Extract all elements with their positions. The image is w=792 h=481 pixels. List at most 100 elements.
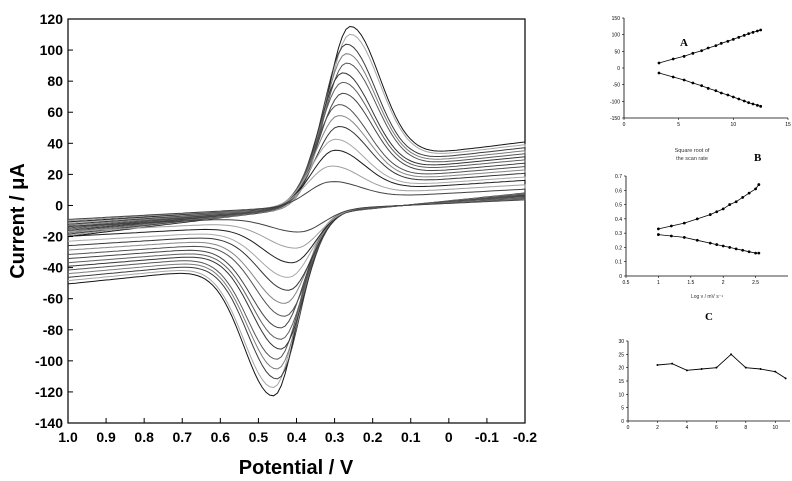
cv-curve (67, 33, 526, 389)
main-y-tick-label: -60 (43, 291, 63, 307)
panel-a-point (751, 30, 755, 34)
main-x-tick-label: 0.8 (134, 429, 154, 445)
panel-a-point (700, 84, 704, 88)
inset-x-tick-label: 5 (677, 122, 680, 128)
main-x-axis-label: Potential / V (239, 457, 354, 479)
inset-x-tick-label: 10 (772, 425, 778, 431)
main-x-tick-label: 1.0 (58, 429, 78, 445)
main-y-tick-label: -20 (43, 229, 63, 245)
main-y-tick-label: -140 (35, 415, 63, 431)
panel-c-point (700, 368, 703, 370)
panel-b-point (708, 213, 712, 216)
panel-a-point (691, 81, 695, 85)
panel-b-point (747, 191, 751, 195)
main-y-tick-label: -80 (43, 322, 63, 338)
panel-a-point (719, 91, 723, 95)
inset-y-tick-label: 15 (618, 379, 624, 385)
panel-b: B 0.70.60.50.40.30.20.100.5 1 1.5 2 2.5 Log … (615, 152, 788, 300)
panel-a-point (706, 46, 710, 50)
panel-b-point (728, 246, 732, 249)
panel-b-ticks: 0.70.60.50.40.30.20.100.5 1 1.5 2 2.5 (615, 174, 759, 286)
panel-b-point (741, 248, 745, 252)
panel-c-line (656, 353, 787, 380)
main-x-tick-label: 0 (445, 429, 453, 445)
inset-y-tick-label: 0.7 (615, 174, 622, 180)
panel-b-point (695, 217, 699, 221)
panel-b-series-line (658, 184, 760, 230)
panel-a-point (747, 32, 751, 36)
panel-a-point (714, 44, 718, 48)
inset-y-tick-label: 30 (618, 339, 624, 345)
inset-y-tick-label: 100 (612, 33, 621, 39)
panel-b-point (754, 187, 757, 191)
main-y-tick-label: -40 (43, 260, 63, 276)
inset-y-tick-label: 0.2 (615, 245, 622, 251)
inset-y-tick-label: 0 (621, 419, 624, 425)
panel-c-point (656, 364, 659, 366)
panel-b-point (682, 236, 686, 239)
panel-b-point (747, 250, 751, 254)
panel-b-point (721, 244, 725, 248)
cv-curve (67, 181, 526, 233)
panel-a-point (742, 33, 746, 37)
inset-x-tick-label: 2.5 (752, 280, 759, 286)
panel-b-point (721, 207, 725, 211)
main-y-tick-label: 100 (40, 42, 64, 58)
inset-y-tick-label: 5 (621, 406, 624, 412)
cv-curve (67, 104, 526, 317)
inset-x-tick-label: 15 (785, 122, 791, 128)
panel-a-point (731, 95, 735, 99)
panel-b-point (657, 233, 660, 236)
panel-c-point (774, 370, 777, 373)
panel-b-point (715, 210, 719, 214)
panel-b-points (657, 183, 761, 255)
panel-a-point (751, 102, 755, 106)
main-y-tick-label: 40 (47, 135, 63, 151)
panel-b-point (757, 183, 761, 186)
panel-b-point (682, 221, 686, 225)
inset-y-tick-label: 0.3 (615, 231, 622, 237)
cv-curve (67, 115, 526, 304)
panel-a-point (755, 103, 759, 107)
main-y-tick-label: 120 (40, 11, 64, 27)
panel-c-point (759, 368, 762, 370)
inset-y-tick-label: 0.5 (615, 203, 622, 209)
inset-y-tick-label: -150 (610, 116, 620, 122)
inset-x-tick-label: 2 (656, 425, 659, 431)
panel-a-x-label-line2: the scan rate (676, 156, 708, 162)
panel-b-point (734, 247, 738, 251)
cv-curves (67, 25, 526, 397)
panel-a-point (737, 35, 741, 39)
inset-y-tick-label: -100 (610, 99, 620, 105)
panel-b-point (715, 243, 719, 246)
main-x-tick-label: 0.4 (287, 429, 307, 445)
main-x-tick-label: -0.1 (475, 429, 499, 445)
panel-b-point (728, 203, 732, 206)
main-y-axis: 120 100 80 60 40 20 0 -20 -40 -60 -80 -100 -120 -140 (35, 11, 73, 431)
inset-x-tick-label: 8 (744, 425, 747, 431)
panel-c-label: C (705, 311, 713, 323)
main-y-tick-label: 60 (47, 104, 63, 120)
main-x-tick-label: 0.7 (173, 429, 193, 445)
panel-b-point (757, 251, 761, 255)
inset-y-tick-label: 0.6 (615, 188, 622, 194)
panel-c-point (784, 377, 787, 380)
panel-a-point (747, 101, 751, 105)
main-y-tick-label: -120 (35, 384, 63, 400)
panel-c-point (685, 369, 688, 372)
inset-y-tick-label: 25 (618, 352, 624, 358)
panel-b-point (708, 241, 712, 245)
main-chart: 120100806040200-20-40-60-80-100-120-140 … (7, 11, 537, 479)
panel-a-point (671, 75, 675, 79)
main-y-tick-label: 20 (47, 166, 63, 182)
panel-a-label: A (680, 37, 688, 49)
panel-b-x-label: Log v / mV s⁻¹ (691, 294, 723, 300)
panel-b-point (657, 227, 660, 231)
inset-x-tick-label: 0.5 (623, 280, 630, 286)
panel-a-series-line (658, 72, 761, 107)
panel-a-point (706, 86, 710, 90)
cv-curve (67, 43, 526, 380)
main-x-tick-label: 0.2 (363, 429, 383, 445)
